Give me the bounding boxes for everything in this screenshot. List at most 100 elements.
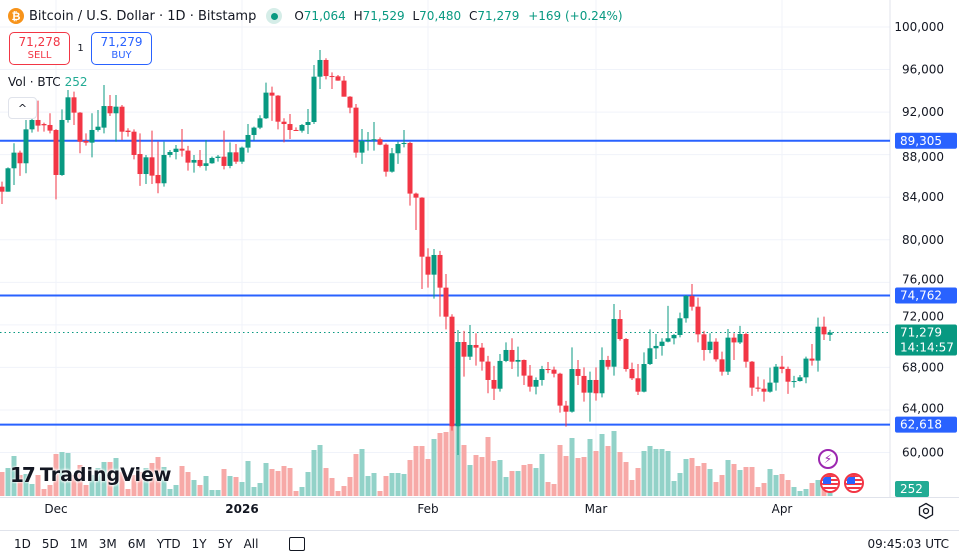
candle[interactable] bbox=[131, 129, 137, 160]
candle[interactable] bbox=[143, 154, 149, 185]
candle[interactable] bbox=[701, 330, 707, 361]
candle[interactable] bbox=[509, 338, 515, 370]
candle[interactable] bbox=[251, 126, 257, 141]
range-1d[interactable]: 1D bbox=[14, 536, 31, 551]
candle[interactable] bbox=[113, 94, 119, 142]
candle[interactable] bbox=[599, 347, 605, 398]
candle[interactable] bbox=[809, 344, 815, 366]
candle[interactable] bbox=[83, 133, 89, 146]
candle[interactable] bbox=[515, 346, 521, 377]
chart-settings-icon[interactable] bbox=[917, 502, 935, 520]
candle[interactable] bbox=[35, 100, 41, 132]
event-marker-lightning[interactable]: ⚡ bbox=[818, 449, 838, 469]
candle[interactable] bbox=[95, 109, 101, 132]
candle[interactable] bbox=[215, 154, 221, 162]
candle[interactable] bbox=[623, 338, 629, 372]
candle[interactable] bbox=[797, 374, 803, 382]
candle[interactable] bbox=[713, 338, 719, 362]
candle[interactable] bbox=[791, 375, 797, 388]
candle[interactable] bbox=[611, 304, 617, 376]
candle[interactable] bbox=[209, 156, 215, 164]
candle[interactable] bbox=[551, 366, 557, 378]
price-chart[interactable]: 100,000 96,000 92,000 88,000 84,000 80,000 76,… bbox=[0, 0, 959, 530]
range-1m[interactable]: 1M bbox=[69, 536, 88, 551]
range-3m[interactable]: 3M bbox=[98, 536, 117, 551]
candle[interactable] bbox=[773, 364, 779, 391]
quantity[interactable]: 1 bbox=[77, 43, 84, 54]
candle[interactable] bbox=[419, 197, 425, 290]
candle[interactable] bbox=[281, 118, 287, 143]
candle[interactable] bbox=[581, 367, 587, 402]
candle[interactable] bbox=[671, 334, 677, 345]
candle[interactable] bbox=[653, 334, 659, 360]
candle[interactable] bbox=[365, 132, 371, 151]
candle[interactable] bbox=[431, 249, 437, 299]
candle[interactable] bbox=[827, 329, 833, 342]
calendar-range-icon[interactable] bbox=[289, 536, 306, 551]
candle[interactable] bbox=[785, 366, 791, 394]
candle[interactable] bbox=[779, 355, 785, 374]
candle[interactable] bbox=[239, 146, 245, 164]
candle[interactable] bbox=[149, 130, 155, 185]
candle[interactable] bbox=[59, 109, 65, 176]
candle[interactable] bbox=[119, 104, 125, 140]
candle[interactable] bbox=[683, 294, 689, 323]
candle[interactable] bbox=[761, 379, 767, 402]
candle[interactable] bbox=[821, 316, 827, 340]
candle[interactable] bbox=[521, 359, 527, 385]
candle[interactable] bbox=[179, 129, 185, 157]
candle[interactable] bbox=[665, 305, 671, 343]
candle[interactable] bbox=[173, 144, 179, 160]
candle[interactable] bbox=[743, 332, 749, 368]
candle[interactable] bbox=[389, 147, 395, 173]
candle[interactable] bbox=[257, 115, 263, 130]
candle[interactable] bbox=[323, 58, 329, 80]
candle[interactable] bbox=[335, 74, 341, 81]
volume-legend[interactable]: Vol · BTC 252 bbox=[8, 75, 88, 89]
candle[interactable] bbox=[353, 104, 359, 158]
candle[interactable] bbox=[161, 141, 167, 187]
candle[interactable] bbox=[0, 181, 5, 205]
candle[interactable] bbox=[191, 154, 197, 173]
candle[interactable] bbox=[569, 347, 575, 413]
sell-button[interactable]: 71,278 SELL bbox=[9, 32, 70, 65]
candle[interactable] bbox=[707, 333, 713, 354]
candle[interactable] bbox=[371, 122, 377, 151]
range-5d[interactable]: 5D bbox=[41, 536, 59, 551]
candle[interactable] bbox=[455, 329, 461, 455]
candle[interactable] bbox=[107, 94, 113, 117]
candle[interactable] bbox=[41, 122, 47, 132]
candle[interactable] bbox=[167, 149, 173, 158]
candle[interactable] bbox=[815, 317, 821, 372]
candle[interactable] bbox=[233, 144, 239, 164]
candle[interactable] bbox=[725, 329, 731, 375]
candle[interactable] bbox=[539, 365, 545, 386]
candle[interactable] bbox=[197, 149, 203, 168]
candle[interactable] bbox=[275, 95, 281, 130]
range-6m[interactable]: 6M bbox=[127, 536, 146, 551]
symbol-title[interactable]: Bitcoin / U.S. Dollar · 1D · Bitstamp bbox=[29, 8, 257, 24]
candle[interactable] bbox=[317, 49, 323, 90]
candle[interactable] bbox=[467, 324, 473, 360]
candle[interactable] bbox=[635, 364, 641, 395]
candle[interactable] bbox=[185, 145, 191, 171]
candle[interactable] bbox=[605, 355, 611, 370]
candle[interactable] bbox=[377, 137, 383, 146]
candle[interactable] bbox=[47, 113, 53, 134]
candle[interactable] bbox=[221, 130, 227, 170]
candle[interactable] bbox=[359, 129, 365, 164]
buy-button[interactable]: 71,279 BUY bbox=[91, 32, 152, 65]
candle[interactable] bbox=[479, 342, 485, 371]
candle[interactable] bbox=[125, 128, 131, 137]
candle[interactable] bbox=[527, 364, 533, 392]
candle[interactable] bbox=[425, 248, 431, 288]
candle[interactable] bbox=[305, 109, 311, 135]
candle[interactable] bbox=[341, 76, 347, 97]
candle[interactable] bbox=[641, 352, 647, 393]
candle[interactable] bbox=[659, 338, 665, 356]
candle[interactable] bbox=[311, 64, 317, 125]
candle[interactable] bbox=[329, 72, 335, 90]
range-5y[interactable]: 5Y bbox=[217, 536, 233, 551]
candle[interactable] bbox=[629, 362, 635, 380]
range-1y[interactable]: 1Y bbox=[191, 536, 207, 551]
